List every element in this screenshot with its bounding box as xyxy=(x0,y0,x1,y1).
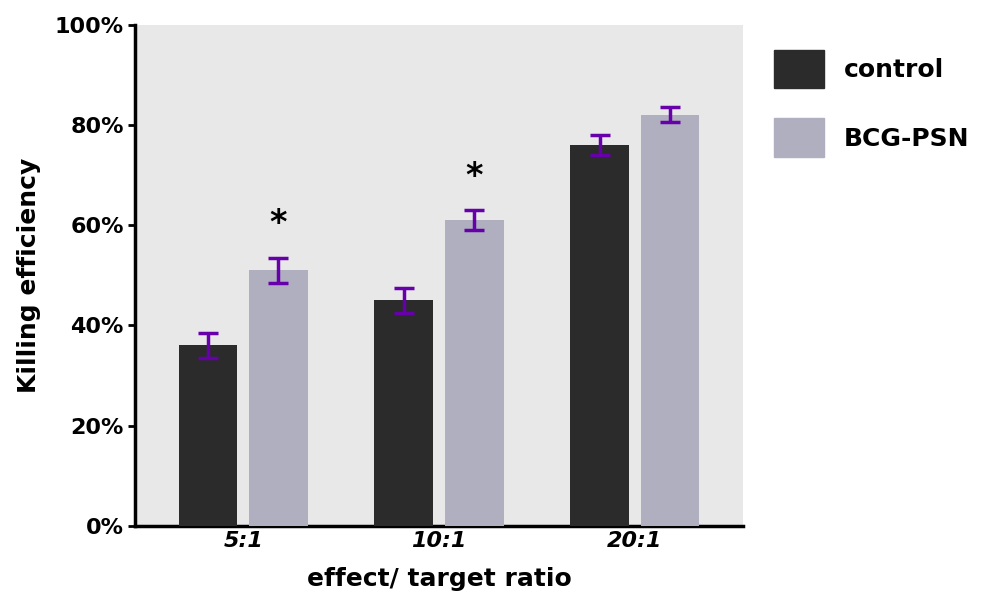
Legend: control, BCG-PSN: control, BCG-PSN xyxy=(761,37,982,170)
X-axis label: effect/ target ratio: effect/ target ratio xyxy=(307,567,571,592)
Bar xyxy=(641,115,699,526)
Bar xyxy=(374,300,433,526)
Y-axis label: Killing efficiency: Killing efficiency xyxy=(17,157,41,393)
Text: *: * xyxy=(270,207,287,240)
Bar xyxy=(179,345,237,526)
Bar xyxy=(445,220,504,526)
Bar xyxy=(249,270,308,526)
Text: *: * xyxy=(466,159,483,193)
Bar xyxy=(570,145,629,526)
